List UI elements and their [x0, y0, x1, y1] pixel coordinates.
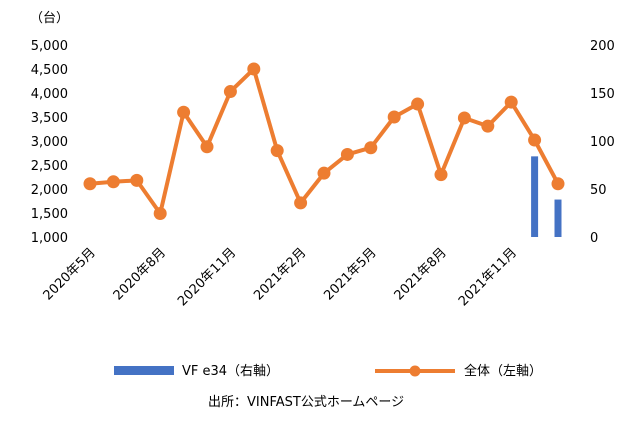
line-point [551, 177, 565, 191]
line-point [364, 141, 378, 155]
left-tick-label: 4,000 [31, 87, 68, 102]
line-point [153, 206, 167, 220]
left-tick-label: 2,500 [31, 159, 68, 174]
right-axis: 0 50 100 150 200 [590, 39, 615, 246]
legend-label-line: 全体（左軸） [464, 363, 542, 379]
unit-label: （台） [30, 11, 69, 26]
left-tick-label: 1,000 [31, 231, 68, 246]
x-tick-label: 2021年5月 [321, 245, 379, 303]
x-axis: 2020年5月 2020年8月 2020年11月 2021年2月 2021年5月 2021… [41, 245, 520, 309]
right-tick-label: 200 [590, 39, 615, 54]
legend-swatch-bar [114, 366, 174, 375]
line-point [294, 196, 308, 210]
left-tick-label: 2,000 [31, 183, 68, 198]
bar-series [531, 156, 562, 237]
right-tick-label: 100 [590, 135, 615, 150]
line-point [457, 111, 471, 125]
legend-label-bar: VF e34（右軸） [182, 364, 279, 379]
x-tick-label: 2021年2月 [251, 245, 309, 303]
x-tick-label: 2020年8月 [111, 245, 169, 303]
line-series [83, 62, 565, 220]
line-point [481, 119, 495, 133]
line-point [106, 175, 120, 189]
line-point [528, 133, 542, 147]
left-tick-label: 4,500 [31, 63, 68, 78]
line-point [434, 168, 448, 182]
right-tick-label: 150 [590, 87, 615, 102]
left-tick-label: 3,500 [31, 111, 68, 126]
bar [554, 199, 562, 237]
left-tick-label: 5,000 [31, 39, 68, 54]
x-tick-label: 2021年11月 [456, 245, 520, 309]
line-point [130, 173, 144, 187]
line-point [387, 110, 401, 124]
right-tick-label: 50 [590, 183, 607, 198]
left-tick-label: 1,500 [31, 207, 68, 222]
x-tick-label: 2020年11月 [175, 245, 239, 309]
line-point [200, 140, 214, 154]
source-note: 出所：VINFAST公式ホームページ [208, 395, 404, 410]
line-point [223, 85, 237, 99]
line-point [411, 97, 425, 111]
line-point [504, 95, 518, 109]
left-axis: 1,000 1,500 2,000 2,500 3,000 3,500 4,000 4,500… [31, 39, 68, 246]
line-point [340, 147, 354, 161]
series-line [89, 67, 560, 216]
line-point [83, 177, 97, 191]
legend: VF e34（右軸） 全体（左軸） [114, 363, 542, 379]
legend-swatch-marker [409, 365, 421, 377]
left-tick-label: 3,000 [31, 135, 68, 150]
line-point [177, 105, 191, 119]
x-tick-label: 2021年8月 [392, 245, 450, 303]
x-tick-label: 2020年5月 [41, 245, 99, 303]
right-tick-label: 0 [590, 231, 598, 246]
line-point [270, 144, 284, 158]
line-point [247, 62, 261, 76]
bar [531, 156, 539, 237]
line-point [317, 166, 331, 180]
